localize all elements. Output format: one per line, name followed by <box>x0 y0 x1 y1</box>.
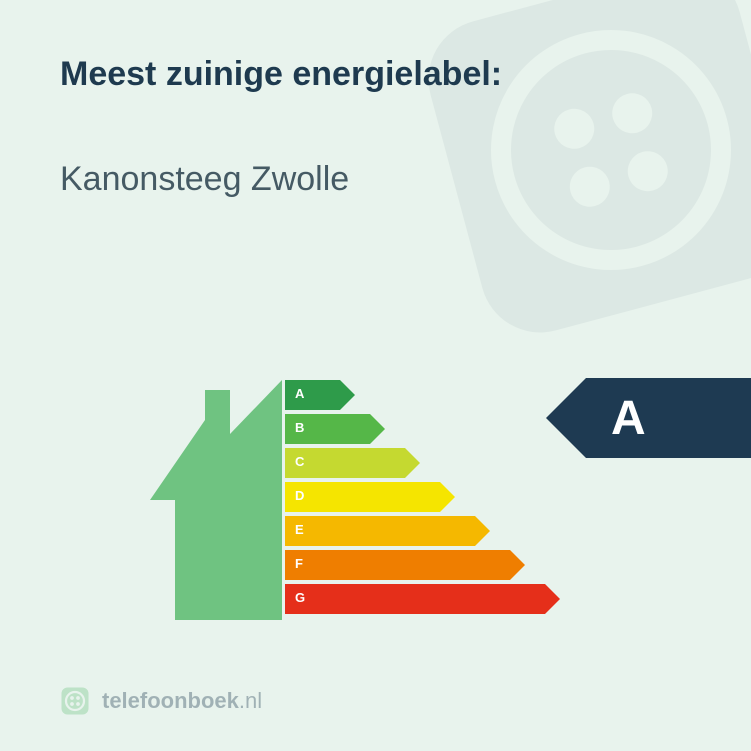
page-title: Meest zuinige energielabel: <box>60 55 502 94</box>
selected-label-letter: A <box>586 378 751 458</box>
location-name: Kanonsteeg Zwolle <box>60 160 349 199</box>
footer-text: telefoonboek.nl <box>102 688 262 714</box>
selected-label-badge: A <box>546 378 751 458</box>
telefoonboek-icon <box>60 686 90 716</box>
house-icon <box>150 370 285 620</box>
footer-brand: telefoonboek.nl <box>60 686 262 716</box>
